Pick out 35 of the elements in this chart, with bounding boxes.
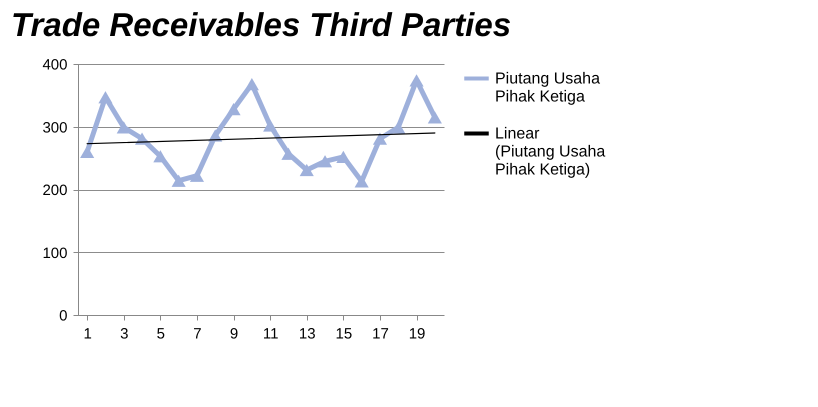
legend-label: Linear (Piutang Usaha Pihak Ketiga): [495, 126, 606, 178]
point: [244, 78, 259, 90]
x-tick-label: 11: [262, 326, 278, 342]
point: [80, 146, 94, 158]
x-tick-label: 9: [230, 326, 238, 342]
legend-label: Piutang Usaha Pihak Ketiga: [495, 70, 600, 106]
point: [98, 91, 113, 104]
point: [226, 103, 241, 116]
y-tick-label: 200: [42, 182, 68, 199]
y-tick-label: 400: [42, 56, 68, 74]
x-tick-label: 3: [120, 326, 128, 342]
y-tick-label: 0: [59, 308, 68, 324]
x-tick-label: 17: [372, 326, 389, 342]
point: [391, 121, 406, 134]
point: [372, 132, 388, 145]
x-tick-label: 13: [298, 326, 316, 342]
x-tick-label: 7: [193, 326, 202, 342]
point: [428, 111, 442, 124]
point: [153, 150, 168, 162]
x-tick-label: 15: [336, 326, 352, 342]
y-tick-label: 100: [42, 244, 68, 262]
point: [318, 155, 332, 168]
point: [409, 74, 424, 86]
point: [190, 170, 204, 182]
point: [354, 175, 369, 188]
x-tick-label: 1: [83, 326, 92, 342]
x-tick-label: 19: [408, 326, 426, 342]
chart-title: Trade Receivables Third Parties: [10, 6, 512, 43]
x-tick-label: 5: [156, 326, 166, 342]
y-tick-label: 300: [42, 119, 68, 136]
point: [172, 174, 186, 187]
point: [263, 119, 278, 132]
point: [116, 121, 131, 134]
point: [300, 164, 314, 176]
point: [336, 150, 350, 163]
